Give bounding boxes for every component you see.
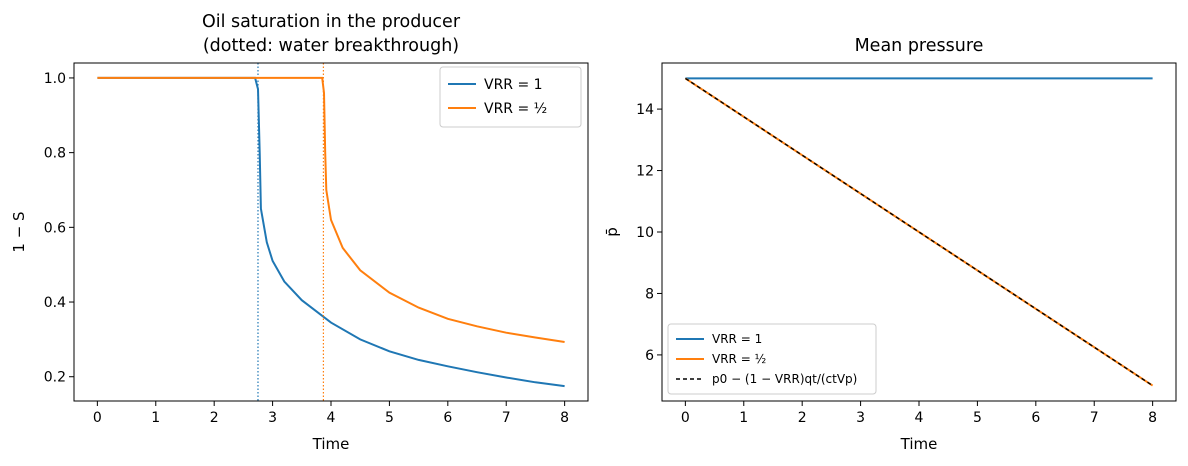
x-tick-label: 3 [856, 410, 865, 426]
x-tick-label: 6 [443, 410, 452, 426]
series-line-2 [685, 77, 1153, 387]
x-tick-label: 4 [915, 410, 924, 426]
y-tick-label: 10 [636, 225, 654, 241]
y-tick-label: 1.0 [44, 71, 66, 87]
series-line-0 [97, 76, 565, 388]
x-tick-label: 3 [268, 410, 277, 426]
x-axis-label: Time [312, 435, 350, 453]
chart-title-line: Mean pressure [855, 36, 984, 56]
chart-oil-saturation: Oil saturation in the producer (dotted: w… [10, 12, 589, 453]
legend: VRR = 1 VRR = ½ p0 − (1 − VRR)qt/(ctVp) [667, 323, 877, 395]
legend-label: VRR = ½ [712, 352, 766, 366]
x-tick-label: 1 [151, 410, 160, 426]
x-axis-label: Time [900, 435, 938, 453]
x-tick-label: 2 [210, 410, 219, 426]
x-tick-label: 1 [739, 410, 748, 426]
legend-label: p0 − (1 − VRR)qt/(ctVp) [712, 372, 857, 386]
chart-title-line: Oil saturation in the producer [202, 12, 461, 32]
x-tick-label: 8 [560, 410, 569, 426]
y-tick-label: 0.4 [44, 295, 66, 311]
plot-area [684, 77, 1154, 387]
y-tick-label: 0.8 [44, 146, 66, 162]
legend-box [439, 66, 582, 128]
plot-area [97, 63, 565, 401]
y-tick-label: 6 [645, 348, 654, 364]
x-tick-label: 0 [93, 410, 102, 426]
x-tick-label: 8 [1148, 410, 1157, 426]
legend-label: VRR = ½ [484, 101, 547, 117]
y-tick-label: 0.2 [44, 370, 66, 386]
legend-label: VRR = 1 [712, 332, 762, 346]
x-tick-label: 7 [502, 410, 511, 426]
x-tick-label: 0 [681, 410, 690, 426]
y-tick-label: 14 [636, 102, 654, 118]
legend: VRR = 1 VRR = ½ [439, 66, 582, 128]
y-tick-label: 12 [636, 164, 654, 180]
y-tick-label: 0.6 [44, 220, 66, 236]
legend-box [667, 323, 877, 395]
x-tick-label: 6 [1031, 410, 1040, 426]
x-tick-label: 5 [385, 410, 394, 426]
x-tick-label: 4 [327, 410, 336, 426]
x-tick-label: 5 [973, 410, 982, 426]
x-tick-label: 7 [1090, 410, 1099, 426]
y-axis-label: p̄ [603, 227, 621, 237]
legend-label: VRR = 1 [484, 77, 543, 93]
y-axis-label: 1 − S [10, 211, 28, 252]
x-tick-label: 2 [798, 410, 807, 426]
chart-title-line: (dotted: water breakthrough) [203, 36, 459, 56]
y-tick-label: 8 [645, 286, 654, 302]
